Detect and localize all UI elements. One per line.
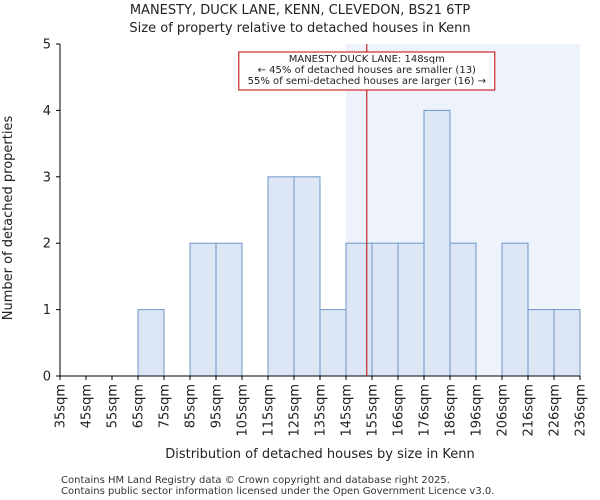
x-tick-label: 216sqm — [522, 384, 537, 437]
x-tick-label: 176sqm — [418, 384, 433, 437]
x-tick-label: 236sqm — [574, 384, 589, 437]
x-tick-label: 226sqm — [548, 384, 563, 437]
chart-title: MANESTY, DUCK LANE, KENN, CLEVEDON, BS21… — [129, 3, 471, 18]
bar-65sqm — [137, 309, 165, 377]
x-tick-label: 55sqm — [106, 384, 121, 428]
annotation-box — [238, 51, 496, 91]
bar-155sqm — [371, 242, 399, 377]
y-tick-label: 1 — [43, 303, 51, 318]
y-tick-label: 4 — [43, 104, 51, 119]
y-tick-label: 3 — [43, 170, 51, 185]
bar-206sqm — [501, 242, 529, 377]
bar-186sqm — [449, 242, 477, 377]
x-tick-label: 75sqm — [158, 384, 173, 428]
bar-95sqm — [215, 242, 243, 377]
y-tick-label: 5 — [43, 38, 51, 53]
x-tick-label: 125sqm — [288, 384, 303, 437]
x-tick-label: 65sqm — [132, 384, 147, 428]
footer-attribution-1: Contains HM Land Registry data © Crown c… — [61, 475, 450, 486]
x-tick-label: 35sqm — [54, 384, 69, 428]
x-tick-label: 135sqm — [314, 384, 329, 437]
bar-166sqm — [397, 242, 425, 377]
bar-135sqm — [319, 309, 347, 377]
y-tick-label: 2 — [43, 237, 51, 252]
x-tick-label: 166sqm — [392, 384, 407, 437]
bar-125sqm — [293, 176, 321, 377]
x-tick-label: 196sqm — [470, 384, 485, 437]
bar-176sqm — [423, 109, 451, 377]
x-tick-label: 45sqm — [80, 384, 95, 428]
bar-115sqm — [267, 176, 295, 377]
footer-attribution-2: Contains public sector information licen… — [61, 486, 495, 497]
x-tick-label: 186sqm — [444, 384, 459, 437]
bar-145sqm — [345, 242, 373, 377]
chart-subtitle: Size of property relative to detached ho… — [129, 21, 471, 36]
x-tick-label: 145sqm — [340, 384, 355, 437]
y-axis-label: Number of detached properties — [1, 116, 16, 321]
x-tick-label: 115sqm — [262, 384, 277, 437]
x-tick-label: 85sqm — [184, 384, 199, 428]
bar-226sqm — [553, 309, 581, 377]
annotation-line-2: ← 45% of detached houses are smaller (13… — [258, 65, 476, 76]
bar-85sqm — [189, 242, 217, 377]
y-tick-label: 0 — [43, 370, 51, 385]
x-tick-label: 105sqm — [236, 384, 251, 437]
annotation-line-1: MANESTY DUCK LANE: 148sqm — [289, 54, 445, 65]
bar-216sqm — [527, 309, 555, 377]
x-axis-label: Distribution of detached houses by size … — [165, 447, 475, 462]
x-tick-label: 155sqm — [366, 384, 381, 437]
x-tick-label: 95sqm — [210, 384, 225, 428]
x-tick-label: 206sqm — [496, 384, 511, 437]
annotation-line-3: 55% of semi-detached houses are larger (… — [248, 76, 486, 87]
